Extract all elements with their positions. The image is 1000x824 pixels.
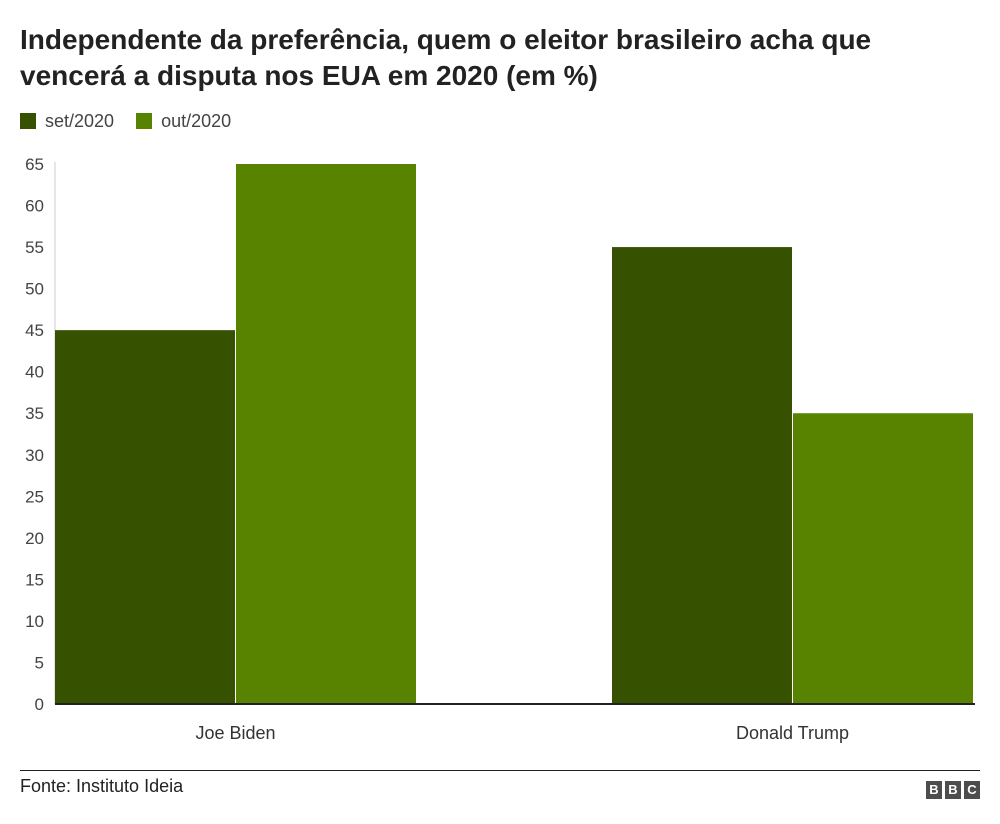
legend-swatch-out-2020 xyxy=(136,113,153,129)
y-tick-label: 35 xyxy=(25,404,44,423)
bbc-logo-letter: B xyxy=(926,781,942,799)
bar xyxy=(236,164,416,704)
bar xyxy=(793,413,973,704)
y-tick-label: 65 xyxy=(25,155,44,174)
y-tick-label: 30 xyxy=(25,446,44,465)
footer-divider xyxy=(20,770,980,771)
bar xyxy=(55,330,235,704)
y-tick-label: 15 xyxy=(25,570,44,589)
bar xyxy=(612,247,792,705)
y-tick-label: 50 xyxy=(25,280,44,299)
legend-item-out-2020: out/2020 xyxy=(136,111,231,132)
bbc-logo-letter: C xyxy=(964,781,980,799)
y-tick-label: 20 xyxy=(25,529,44,548)
chart-legend: set/2020 out/2020 xyxy=(20,110,253,132)
y-tick-label: 60 xyxy=(25,197,44,216)
y-tick-label: 45 xyxy=(25,321,44,340)
y-tick-label: 10 xyxy=(25,612,44,631)
y-tick-label: 25 xyxy=(25,487,44,506)
legend-label-set-2020: set/2020 xyxy=(45,110,115,131)
y-tick-label: 0 xyxy=(35,695,44,714)
legend-swatch-set-2020 xyxy=(20,113,36,129)
y-tick-label: 55 xyxy=(25,238,44,257)
bar-chart: 0 5 10 15 20 25 30 35 40 45 50 55 60 65 Joe Biden Donal… xyxy=(25,155,975,743)
y-tick-label: 5 xyxy=(35,653,44,672)
x-tick-label: Donald Trump xyxy=(736,723,849,743)
legend-item-set-2020: set/2020 xyxy=(20,111,114,132)
bbc-logo: B B C xyxy=(923,781,980,799)
bbc-logo-letter: B xyxy=(945,781,961,799)
source-note: Fonte: Instituto Ideia xyxy=(20,776,184,796)
legend-label-out-2020: out/2020 xyxy=(161,110,232,131)
x-tick-label: Joe Biden xyxy=(195,723,275,743)
chart-title: Independente da preferência, quem o elei… xyxy=(20,24,872,91)
y-tick-label: 40 xyxy=(25,363,44,382)
